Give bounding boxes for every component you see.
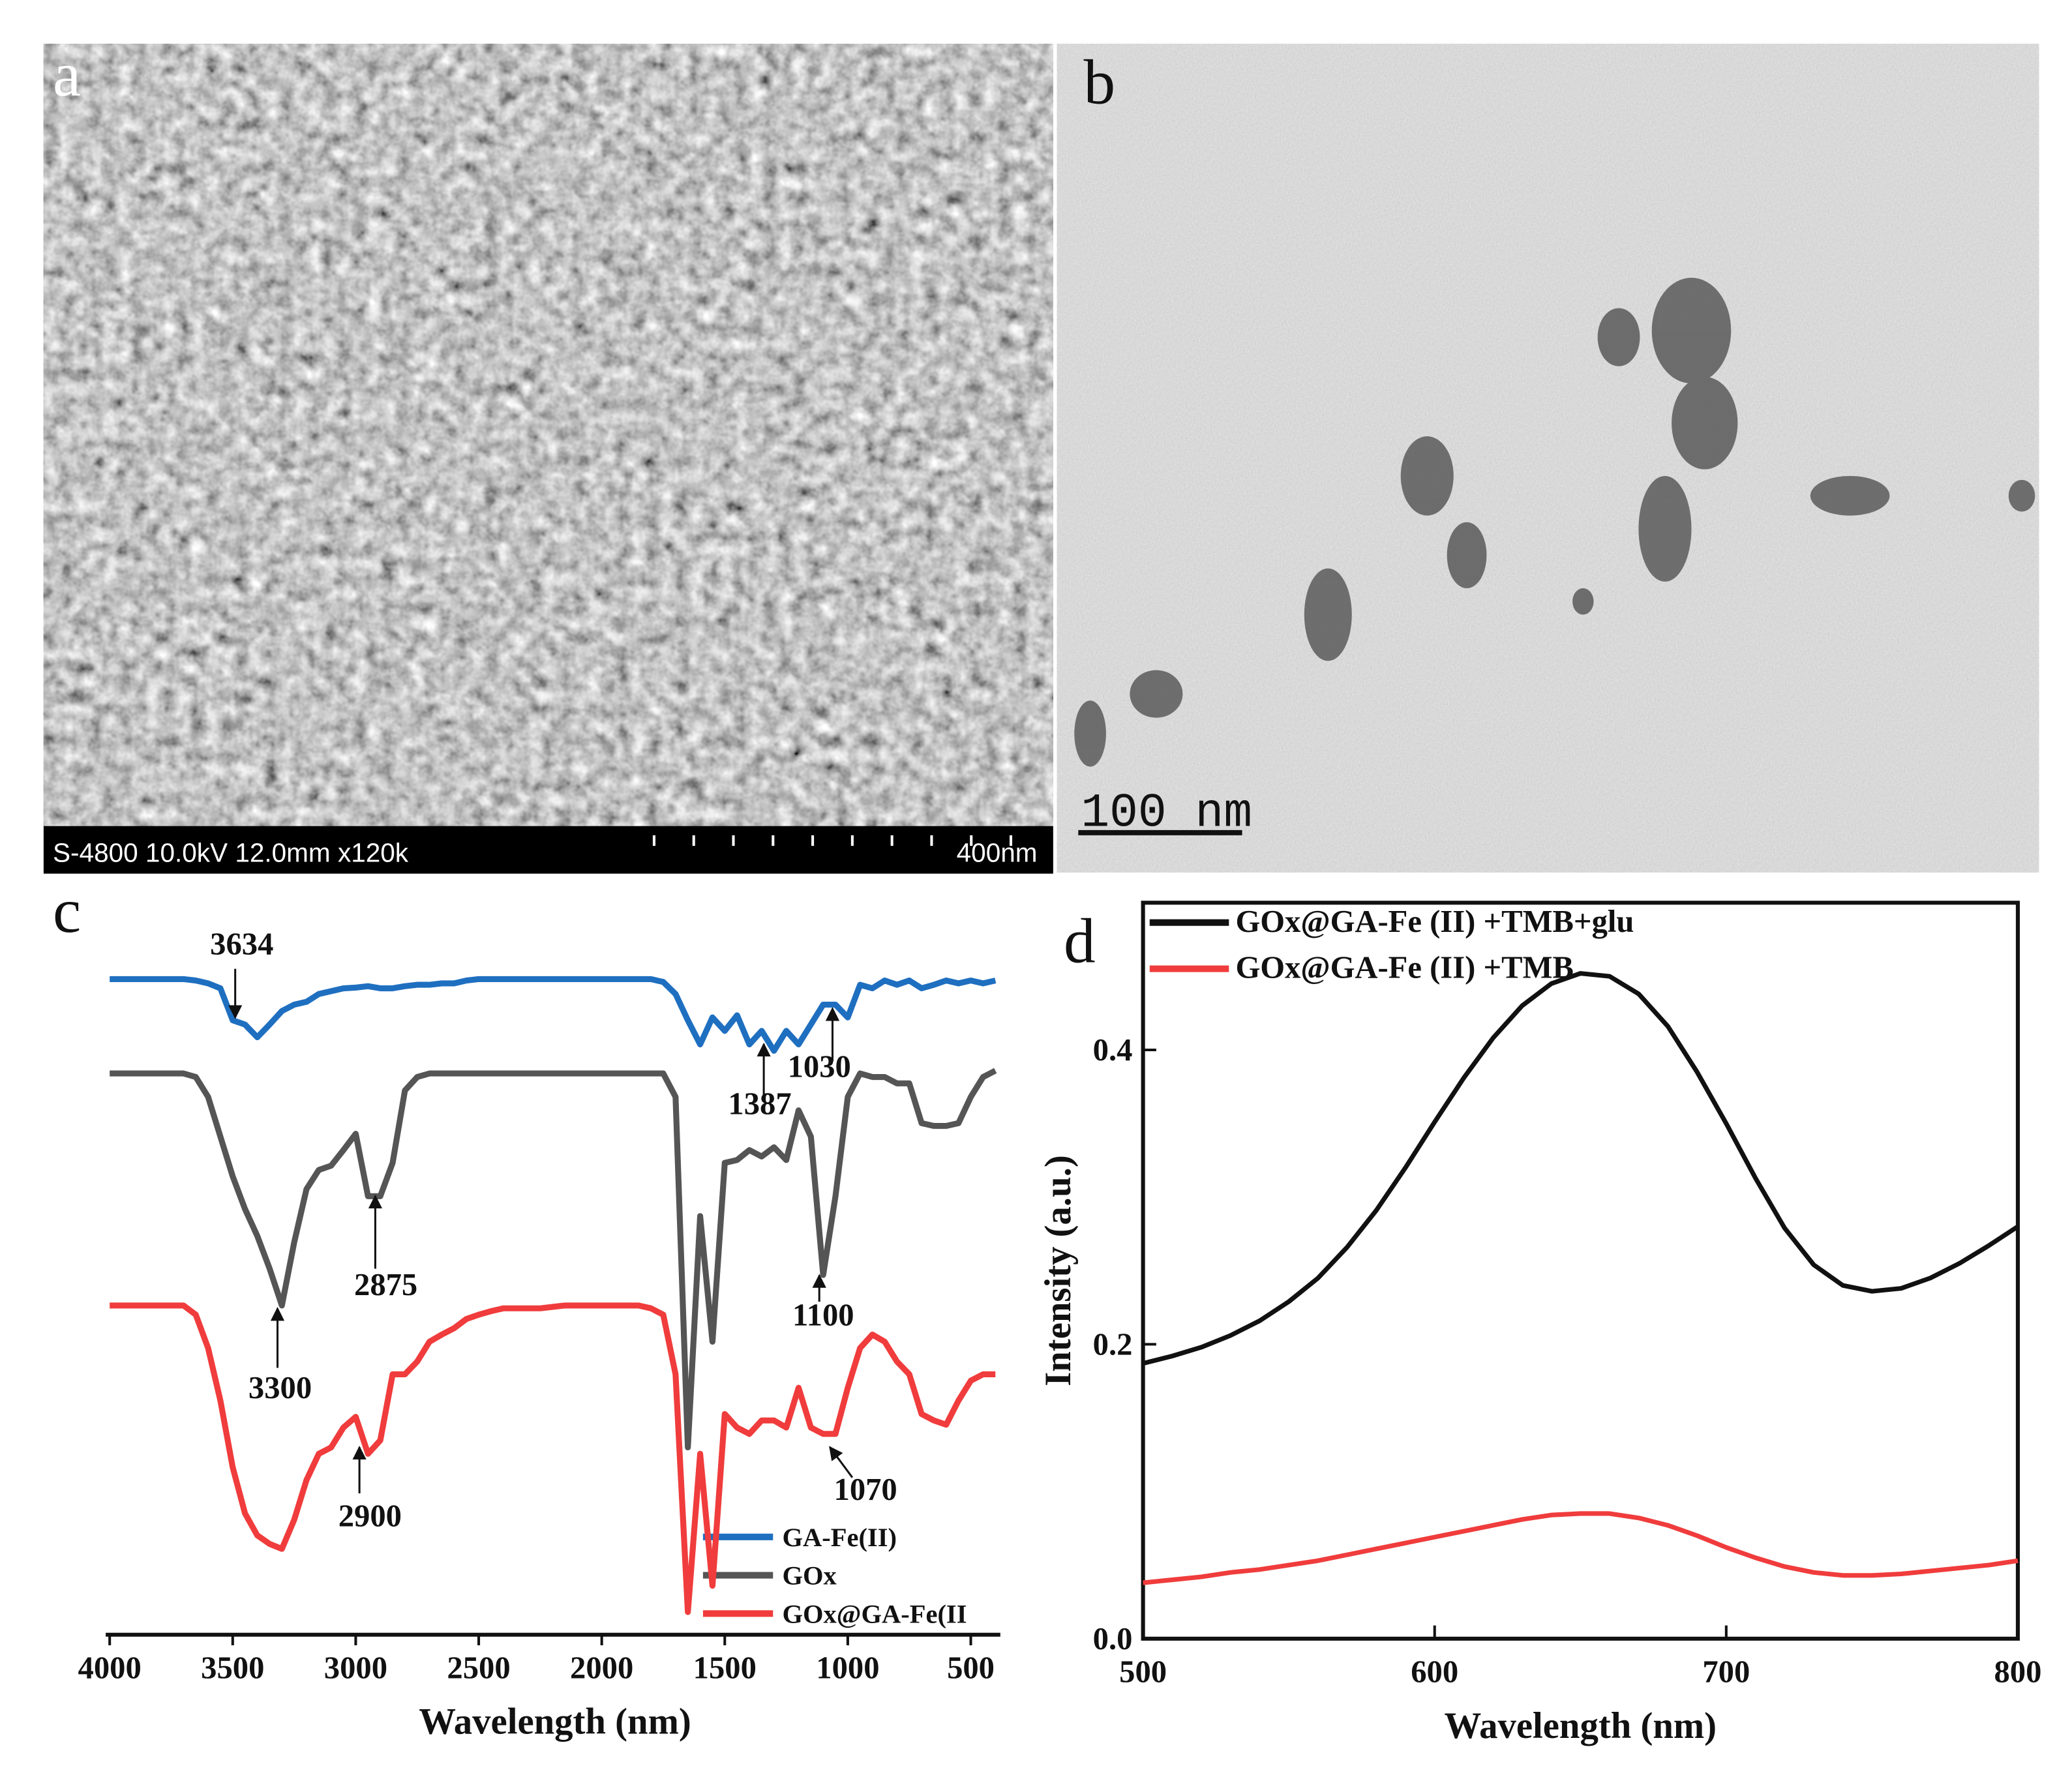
annotation: 1387 <box>728 1086 791 1121</box>
chart: d 500 600 700 800 0.0 0.2 0.4 Wavelength (nm) Int… <box>1038 901 2041 1746</box>
x-tick-label: 1000 <box>816 1651 879 1686</box>
x-tick-label: 500 <box>947 1651 995 1686</box>
annotation: 1030 <box>788 1049 851 1084</box>
x-tick-label: 500 <box>1119 1654 1167 1690</box>
annotation: 1070 <box>834 1472 897 1507</box>
tem-image <box>1057 44 2039 873</box>
legend-label: GA-Fe(II) <box>782 1523 897 1552</box>
y-tick-label: 0.2 <box>1093 1327 1133 1362</box>
annotation: 3634 <box>210 926 273 961</box>
sem-image <box>43 44 1053 826</box>
annotation: 3300 <box>248 1370 312 1405</box>
legend-label: GOx <box>782 1561 837 1591</box>
y-axis-label: Intensity (a.u.) <box>1038 1155 1079 1386</box>
particles <box>1074 277 2035 767</box>
y-tick-label: 0.4 <box>1093 1032 1133 1068</box>
panel-label: d <box>1064 906 1096 976</box>
x-tick-label: 2000 <box>570 1651 633 1686</box>
x-tick-label: 600 <box>1411 1654 1458 1690</box>
panel-label: a <box>53 39 81 110</box>
plot-frame <box>1141 901 2020 1641</box>
annotation-arrow <box>829 1446 854 1478</box>
scale-label: 400nm <box>957 837 1038 867</box>
x-tick-label: 3500 <box>201 1651 264 1686</box>
x-axis-label: Wavelength (nm) <box>419 1701 691 1742</box>
scale-ticks <box>652 835 1013 846</box>
series-line <box>110 1068 997 1451</box>
x-tick-label: 3000 <box>324 1651 387 1686</box>
chart: c 4000 3500 3000 2500 2000 1500 1000 500 Waveleng… <box>53 876 1000 1742</box>
panel-a: a S-4800 10.0kV 12.0mm x120k 400nm <box>43 39 1053 874</box>
x-tick-label: 1500 <box>693 1651 757 1686</box>
x-tick-label: 700 <box>1702 1654 1750 1690</box>
panel-b: b 100 nm <box>1057 44 2039 873</box>
legend-label: GOx@GA-Fe (II) +TMB <box>1235 950 1573 985</box>
sem-info: S-4800 10.0kV 12.0mm x120k <box>53 837 409 867</box>
legend-label: GOx@GA-Fe(II <box>782 1600 967 1629</box>
x-tick-label: 800 <box>1994 1654 2041 1690</box>
info-bar <box>43 826 1053 874</box>
annotation: 2875 <box>354 1267 417 1302</box>
series-line <box>110 976 997 1054</box>
annotation: 2900 <box>338 1499 402 1534</box>
series-line <box>110 1302 996 1615</box>
panel-label: b <box>1083 47 1115 117</box>
y-tick-label: 0.0 <box>1093 1621 1133 1656</box>
series-line <box>1142 971 2019 1366</box>
x-tick-label: 2500 <box>447 1651 510 1686</box>
series-line <box>1143 1511 2019 1585</box>
x-tick-label: 4000 <box>78 1651 142 1686</box>
legend-label: GOx@GA-Fe (II) +TMB+glu <box>1235 904 1634 939</box>
x-axis-label: Wavelength (nm) <box>1445 1705 1717 1746</box>
panel-label: c <box>53 876 81 946</box>
annotation: 1100 <box>792 1298 854 1333</box>
